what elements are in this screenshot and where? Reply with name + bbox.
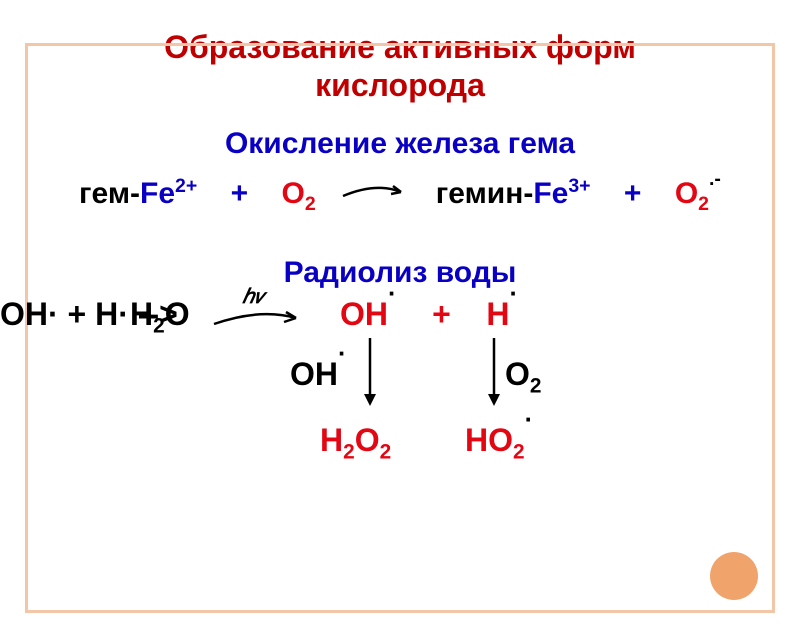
eq1-lhs-fe-sup: 2+	[175, 175, 197, 197]
eq1-lhs-prefix: гем-	[79, 177, 140, 210]
eq1-plus1: +	[231, 177, 249, 210]
eq2-ho2-dot: ·	[525, 406, 534, 434]
eq2-h2o2-sub1: 2	[343, 440, 355, 463]
eq1-lhs-fe: Fe	[140, 177, 175, 210]
decorative-circle	[710, 552, 758, 600]
eq2-o2: O	[505, 356, 530, 392]
eq1-o2a: O	[282, 177, 305, 210]
eq2-oh: OH	[340, 296, 388, 332]
eq1-o2b: O	[675, 177, 698, 210]
eq2-h: H	[486, 296, 509, 332]
eq2-h2o2-o: O	[355, 422, 380, 458]
eq1-rhs-prefix: гемин-	[436, 177, 534, 210]
eq2-arrow-down-left	[360, 336, 380, 422]
equation-1: гем-Fe2+ + O2 гемин-Fe3+ + O2.-	[0, 175, 800, 216]
eq2-h2o2-sub2: 2	[380, 440, 392, 463]
eq2-oh2: OH	[290, 356, 338, 392]
eq2-plus: +	[432, 296, 451, 332]
eq1-o2a-sub: 2	[305, 193, 316, 215]
eq2-hv: ℎ𝜈	[242, 284, 265, 309]
eq2-h2o-sub: 2	[153, 314, 165, 337]
eq1-rhs-fe-sup: 3+	[568, 175, 590, 197]
eq2-ho2-sub: 2	[513, 440, 525, 463]
eq2-h2o-h: H	[130, 296, 153, 332]
eq1-plus2: +	[624, 177, 642, 210]
equation-2: OH· + H· --> H2O ℎ𝜈 OH· + H· OH· O2	[0, 296, 800, 476]
eq2-oh-dot: ·	[388, 280, 397, 308]
eq2-h2o2-h: H	[320, 422, 343, 458]
eq2-h-dot: ·	[509, 280, 518, 308]
eq2-arrow-down-right	[484, 336, 504, 422]
eq1-o2b-sup: .-	[709, 168, 721, 190]
eq1-o2b-sub: 2	[698, 193, 709, 215]
eq2-oh2-dot: ·	[338, 340, 347, 368]
eq2-h2o-o: O	[165, 296, 190, 332]
eq1-rhs-fe: Fe	[533, 177, 568, 210]
eq2-o2-sub: 2	[530, 374, 542, 397]
eq2-ho2: HO	[465, 422, 513, 458]
eq1-arrow	[341, 180, 411, 202]
